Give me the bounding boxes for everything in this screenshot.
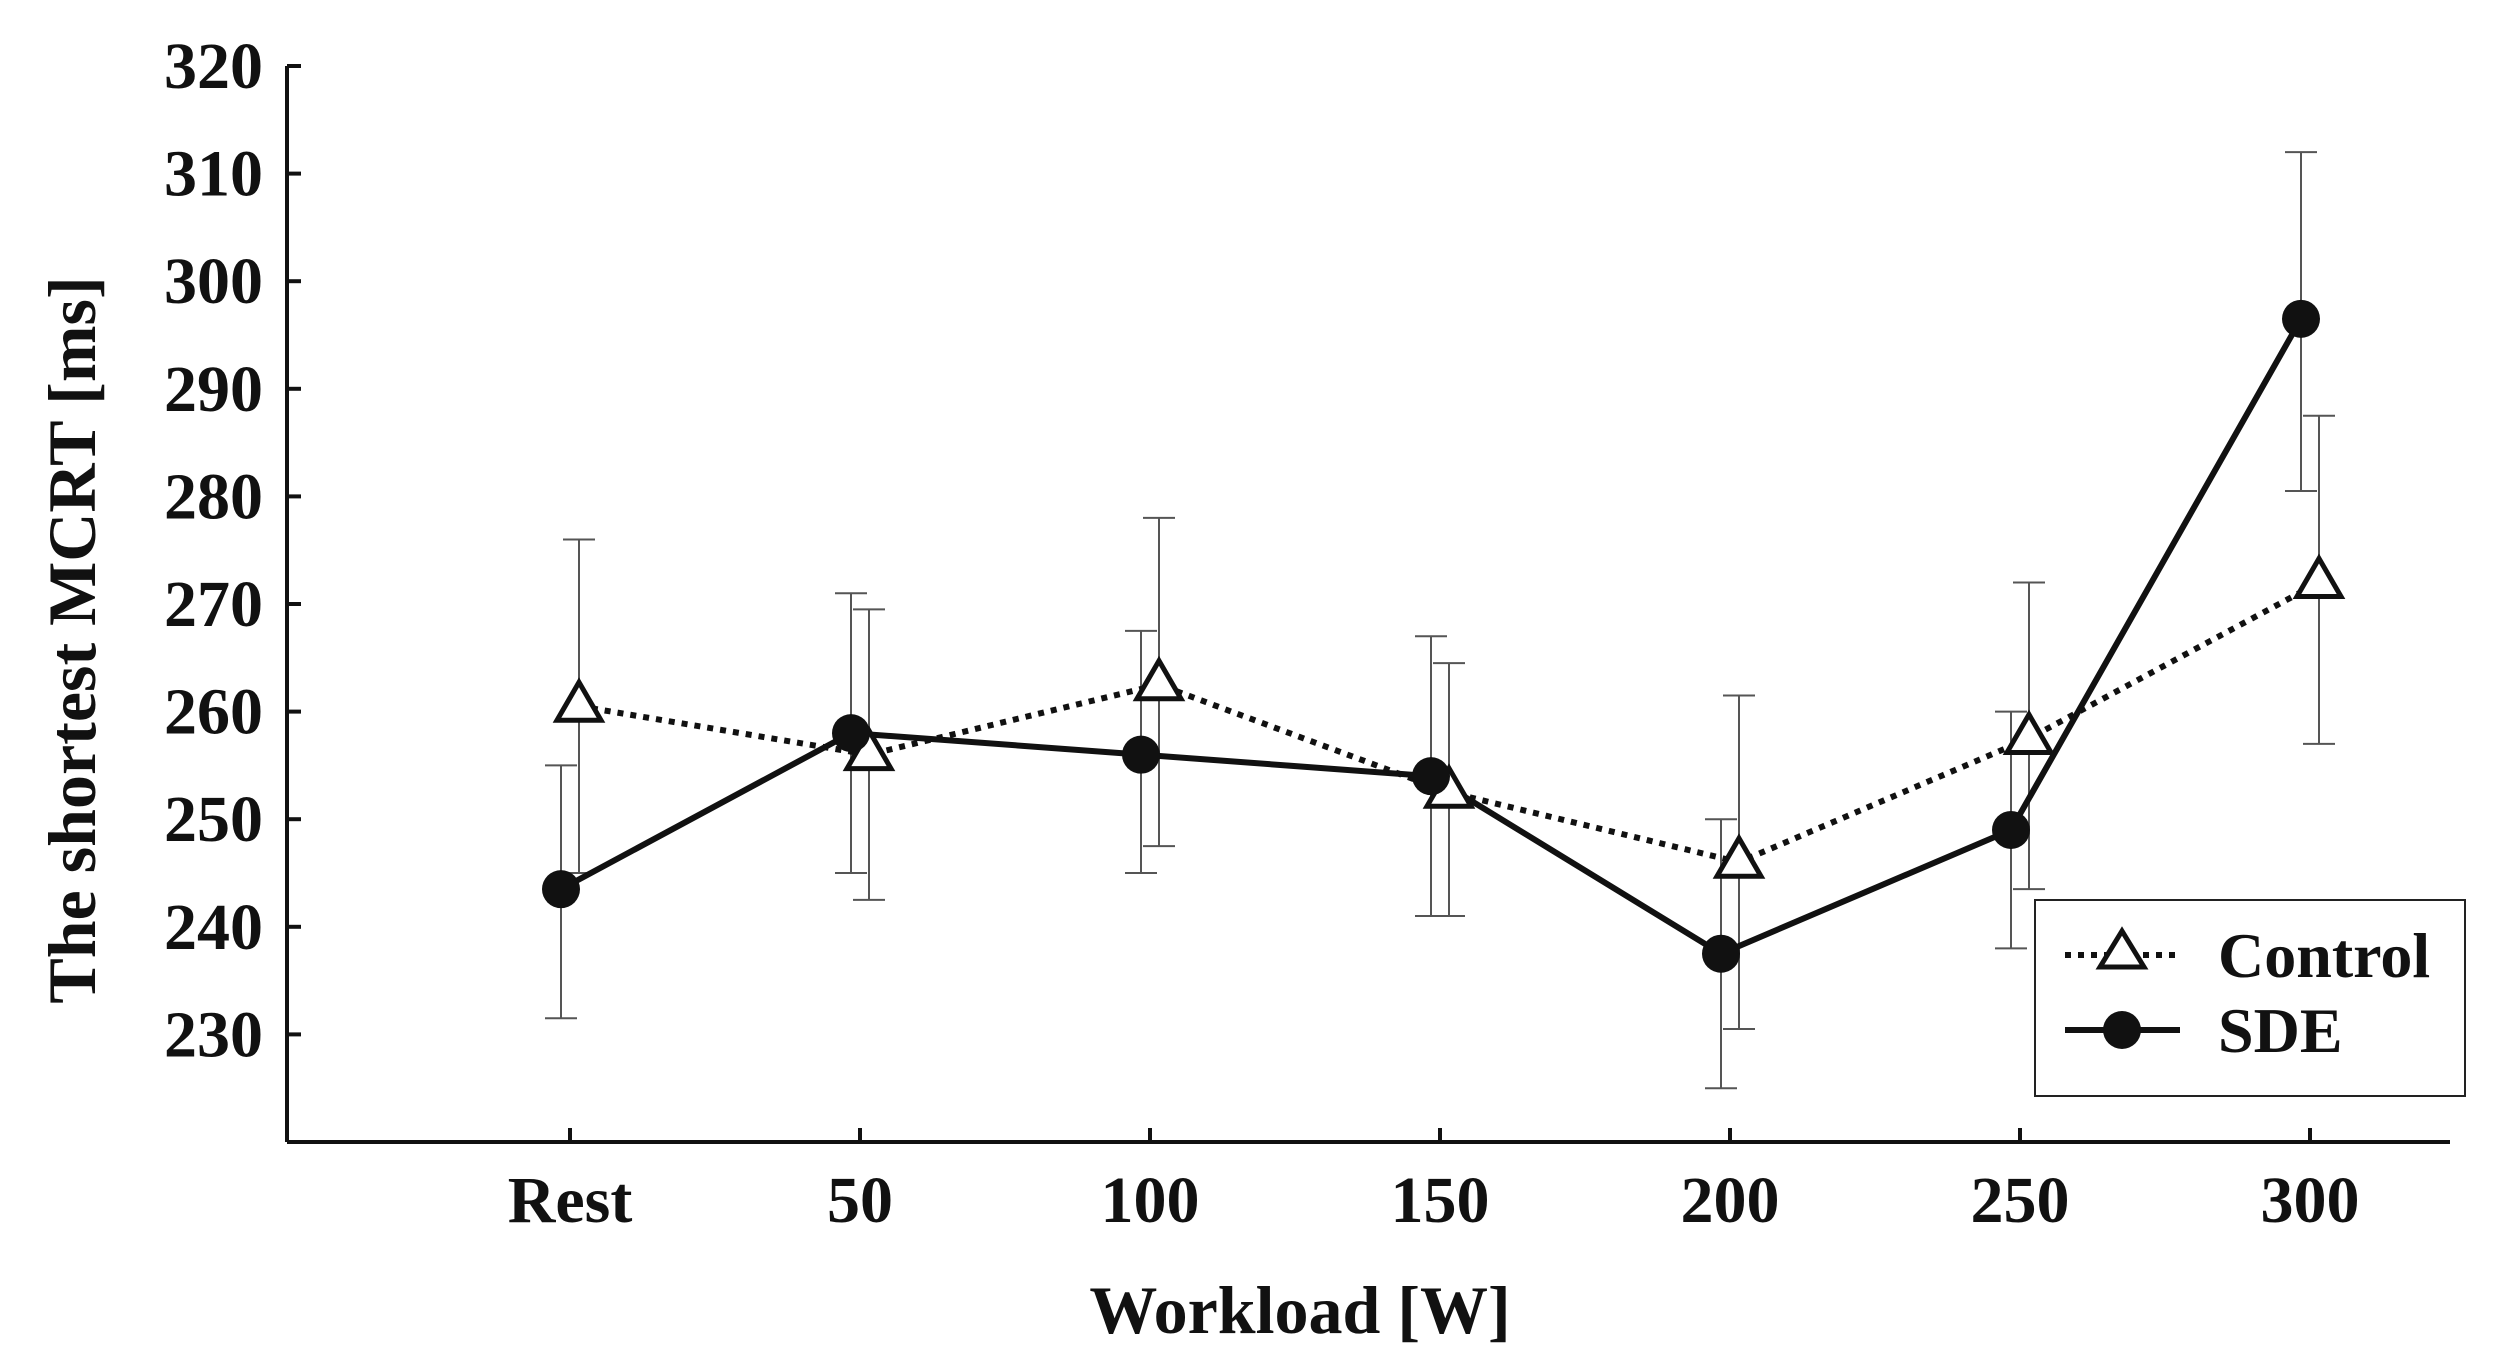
x-tick-label: 250	[1971, 1164, 2070, 1237]
y-tick-label: 290	[164, 353, 263, 426]
data-point-sde	[832, 714, 870, 753]
x-tick-label: Rest	[508, 1164, 633, 1237]
legend-control-marker	[2095, 926, 2149, 970]
y-tick-label: 230	[164, 998, 263, 1071]
legend-entry-sde: SDE	[2065, 995, 2343, 1066]
series-markers	[542, 299, 2346, 973]
data-point-sde	[542, 870, 580, 909]
data-point-control	[1132, 655, 1186, 702]
axes	[285, 64, 2450, 1144]
data-point-control	[2002, 709, 2056, 755]
data-point-control	[1712, 833, 1766, 879]
x-tick-label: 150	[1391, 1164, 1490, 1237]
data-point-control	[2292, 553, 2346, 599]
data-point-control	[552, 677, 606, 723]
y-tick-label: 320	[164, 30, 263, 103]
y-tick-label: 250	[164, 783, 263, 856]
y-tick-label: 260	[164, 676, 263, 749]
y-tick-label: 280	[164, 460, 263, 533]
legend-sde-label: SDE	[2218, 995, 2343, 1066]
data-point-sde	[1122, 735, 1160, 774]
x-tick-label: 300	[2261, 1164, 2360, 1237]
data-point-sde	[1702, 934, 1740, 973]
data-point-sde	[1412, 757, 1450, 796]
y-tick-label: 310	[164, 138, 263, 211]
legend-sde-marker	[2103, 1011, 2141, 1049]
legend-control-label: Control	[2218, 920, 2430, 991]
x-axis-title: Workload [W]	[1089, 1272, 1510, 1348]
y-tick-label: 300	[164, 245, 263, 318]
y-tick-label: 270	[164, 568, 263, 641]
legend-box	[2034, 899, 2466, 1097]
legend-entry-control: Control	[2065, 920, 2430, 991]
axis-labels: 230 240 250 260 270 280 290 300 310 320 Rest 50 100 1…	[164, 30, 2360, 1237]
legend: Control SDE	[2034, 899, 2466, 1097]
y-axis-title: The shortest MCRT [ms]	[34, 276, 110, 1003]
x-tick-label: 50	[827, 1164, 893, 1237]
x-tick-label: 100	[1101, 1164, 1200, 1237]
x-tick-label: 200	[1681, 1164, 1780, 1237]
data-point-sde	[2282, 299, 2320, 338]
y-tick-label: 240	[164, 891, 263, 964]
data-point-sde	[1992, 810, 2030, 849]
